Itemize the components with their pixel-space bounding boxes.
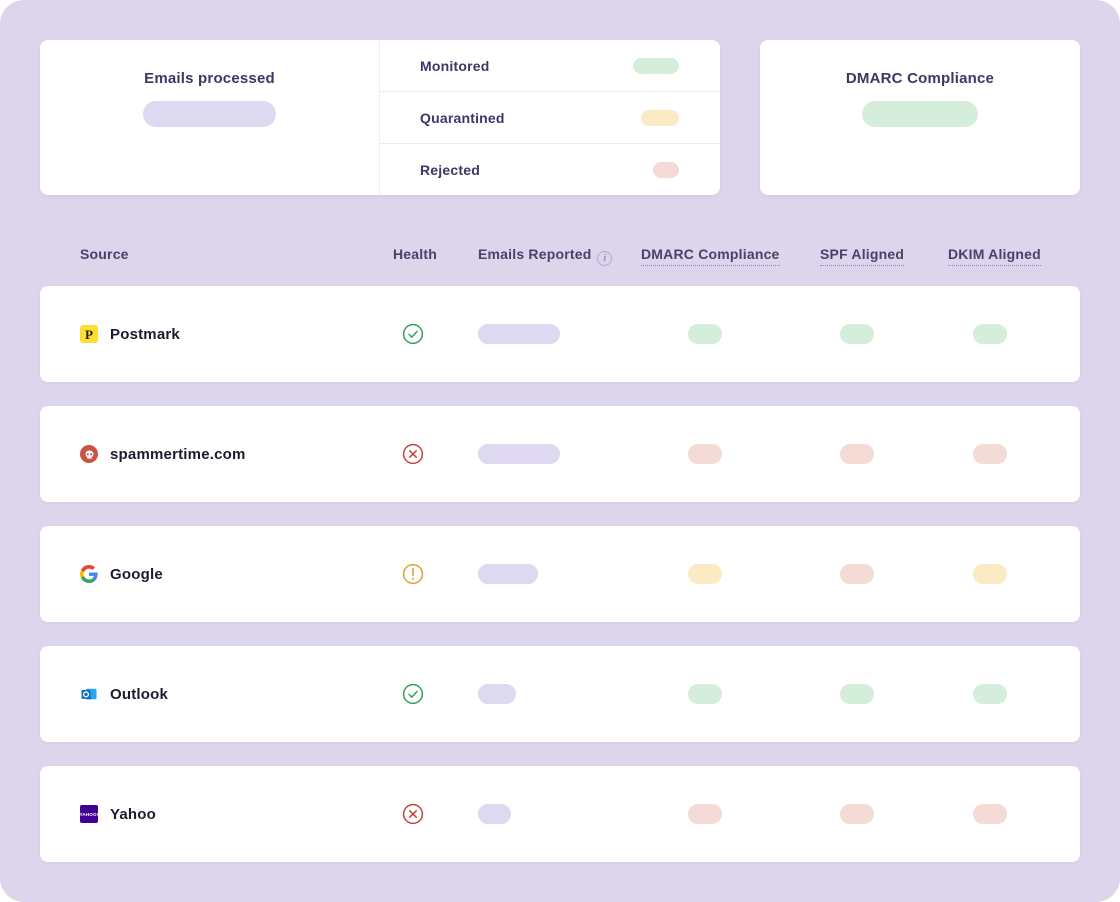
source-name: Yahoo — [110, 805, 157, 823]
monitored-label: Monitored — [420, 57, 490, 74]
emails-reported-skeleton — [478, 324, 560, 344]
spf-skeleton — [840, 444, 874, 464]
source-cell: P Postmark — [80, 325, 180, 343]
emails-reported-skeleton — [478, 564, 538, 584]
dmarc-skeleton — [688, 804, 722, 824]
rejected-skeleton — [653, 161, 679, 178]
spf-skeleton — [840, 324, 874, 344]
health-status — [402, 683, 424, 705]
column-header-emails-reported: Emails Reported i — [478, 246, 613, 266]
yahoo-icon: YAHOO! — [80, 805, 98, 823]
dmarc-skeleton — [688, 684, 722, 704]
emails-processed-panel: Emails processed — [40, 40, 380, 195]
dmarc-compliance-card: DMARC Compliance — [760, 40, 1080, 195]
health-ok-icon — [402, 683, 424, 705]
health-error-icon — [402, 803, 424, 825]
table-row[interactable]: YAHOO! Yahoo — [40, 766, 1080, 862]
health-status — [402, 323, 424, 345]
dmarc-skeleton — [688, 324, 722, 344]
emails-reported-skeleton — [478, 444, 560, 464]
breakdown-row-quarantined: Quarantined — [380, 91, 720, 143]
source-cell: Outlook — [80, 685, 168, 703]
dmarc-skeleton — [688, 564, 722, 584]
spf-skeleton — [840, 684, 874, 704]
column-header-dkim-aligned[interactable]: DKIM Aligned — [948, 246, 1041, 266]
dmarc-skeleton — [688, 444, 722, 464]
breakdown-row-rejected: Rejected — [380, 143, 720, 195]
source-name: Postmark — [110, 325, 180, 343]
monitored-skeleton — [633, 57, 679, 74]
table-row[interactable]: Google — [40, 526, 1080, 622]
emails-processed-card: Emails processed Monitored Quarantined R… — [40, 40, 720, 195]
dkim-skeleton — [973, 684, 1007, 704]
dmarc-compliance-skeleton — [862, 101, 978, 127]
quarantined-skeleton — [641, 109, 679, 126]
health-warning-icon — [402, 563, 424, 585]
breakdown-row-monitored: Monitored — [380, 40, 720, 91]
table-row[interactable]: P Postmark — [40, 286, 1080, 382]
table-row[interactable]: spammertime.com — [40, 406, 1080, 502]
spammer-skull-icon — [80, 445, 98, 463]
quarantined-label: Quarantined — [420, 109, 505, 126]
source-name: Google — [110, 565, 163, 583]
source-name: Outlook — [110, 685, 169, 703]
rejected-label: Rejected — [420, 161, 480, 178]
health-error-icon — [402, 443, 424, 465]
table-row[interactable]: Outlook — [40, 646, 1080, 742]
emails-breakdown-panel: Monitored Quarantined Rejected — [380, 40, 720, 195]
source-cell: YAHOO! Yahoo — [80, 805, 156, 823]
emails-processed-skeleton — [143, 101, 276, 127]
health-status — [402, 563, 424, 585]
health-ok-icon — [402, 323, 424, 345]
source-table-header: Source Health Emails Reported i DMARC Com… — [0, 246, 1120, 268]
source-table-body: P Postmark — [0, 286, 1120, 886]
emails-processed-title: Emails processed — [144, 70, 275, 87]
column-header-health: Health — [393, 246, 437, 262]
source-name: spammertime.com — [110, 445, 246, 463]
dkim-skeleton — [973, 324, 1007, 344]
spf-skeleton — [840, 804, 874, 824]
column-header-source: Source — [80, 246, 129, 262]
info-icon[interactable]: i — [597, 251, 613, 266]
emails-reported-skeleton — [478, 804, 511, 824]
dkim-skeleton — [973, 444, 1007, 464]
dkim-skeleton — [973, 804, 1007, 824]
column-header-spf-aligned[interactable]: SPF Aligned — [820, 246, 905, 266]
google-icon — [80, 565, 98, 583]
column-header-dmarc-compliance[interactable]: DMARC Compliance — [641, 246, 780, 266]
dmarc-compliance-title: DMARC Compliance — [845, 70, 995, 87]
dkim-skeleton — [973, 564, 1007, 584]
emails-reported-header-label: Emails Reported — [478, 246, 592, 262]
outlook-icon — [80, 685, 98, 703]
postmark-icon: P — [80, 325, 98, 343]
source-cell: spammertime.com — [80, 445, 246, 463]
health-status — [402, 443, 424, 465]
health-status — [402, 803, 424, 825]
spf-skeleton — [840, 564, 874, 584]
source-cell: Google — [80, 565, 163, 583]
emails-reported-skeleton — [478, 684, 516, 704]
